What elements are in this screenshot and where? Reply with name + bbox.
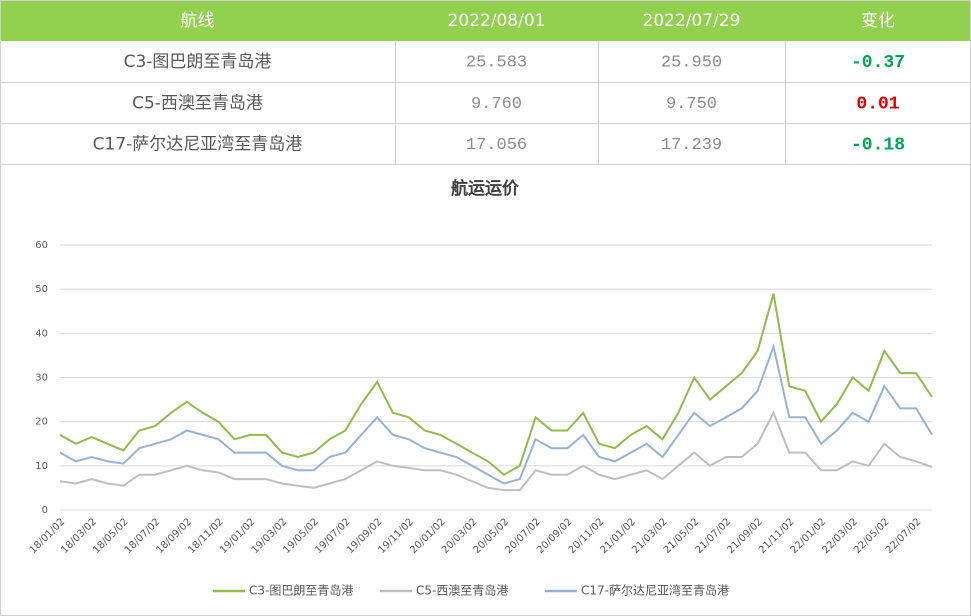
- table-cell: -0.18: [851, 135, 905, 155]
- y-tick-label: 40: [35, 328, 48, 339]
- y-tick-label: 50: [35, 284, 48, 295]
- legend-label: C3-图巴朗至青岛港: [249, 583, 353, 598]
- table-cell: C5-西澳至青岛港: [132, 94, 263, 114]
- table-cell: 9.750: [666, 95, 717, 114]
- table-cell: 0.01: [856, 94, 899, 114]
- table-cell: C3-图巴朗至青岛港: [124, 52, 272, 72]
- legend-label: C17-萨尔达尼亚湾至青岛港: [581, 583, 729, 598]
- y-tick-label: 10: [35, 461, 48, 472]
- y-tick-label: 30: [35, 373, 48, 384]
- table-cell: C17-萨尔达尼亚湾至青岛港: [93, 135, 303, 155]
- table-cell: 25.583: [466, 53, 527, 72]
- header-cell: 2022/07/29: [643, 11, 741, 31]
- header-cell: 变化: [861, 11, 895, 31]
- series-line: [59, 410, 933, 492]
- y-tick-label: 60: [35, 240, 48, 251]
- chart-title: 航运运价: [451, 178, 520, 199]
- table-cell: 17.239: [661, 136, 722, 155]
- table-cell: 17.056: [466, 136, 527, 155]
- table-cell: 25.950: [661, 53, 722, 72]
- y-tick-label: 0: [42, 505, 48, 516]
- table-header: [0, 0, 971, 41]
- series-line: [59, 293, 933, 476]
- series-line: [59, 343, 933, 485]
- header-cell: 2022/08/01: [448, 11, 546, 31]
- table-cell: 9.760: [471, 95, 522, 114]
- legend-label: C5-西澳至青岛港: [416, 583, 508, 598]
- table-cell: -0.37: [851, 53, 905, 73]
- y-tick-label: 20: [35, 417, 48, 428]
- header-cell: 航线: [181, 11, 215, 31]
